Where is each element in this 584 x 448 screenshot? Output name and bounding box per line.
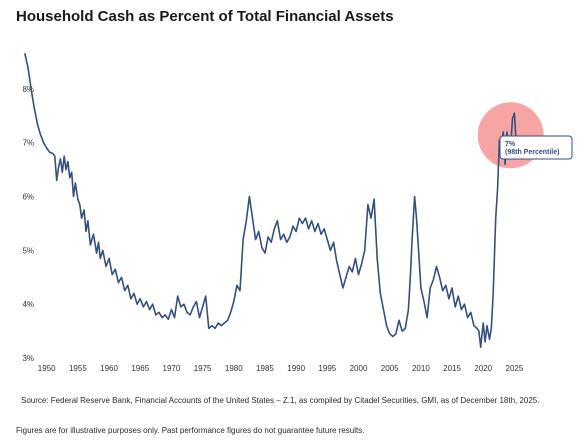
x-tick-label: 2000 (350, 364, 368, 373)
y-tick-label: 7% (22, 139, 34, 148)
y-axis-ticks: 3% 4% 5% 6% 7% 8% (22, 85, 34, 363)
x-tick-label: 2025 (506, 364, 524, 373)
x-axis-ticks: 1950 1955 1960 1965 1970 1975 1980 1985 1990 1995… (38, 364, 524, 373)
x-tick-label: 2010 (412, 364, 430, 373)
y-tick-label: 6% (22, 193, 34, 202)
x-tick-label: 1995 (318, 364, 336, 373)
y-tick-label: 8% (22, 85, 34, 94)
y-tick-label: 4% (22, 300, 34, 309)
annotation-box (499, 135, 573, 160)
x-tick-label: 2020 (474, 364, 492, 373)
x-tick-label: 1955 (69, 364, 87, 373)
x-tick-label: 1990 (287, 364, 305, 373)
annotation-callout: 7% (98th Percentile) (499, 135, 573, 160)
x-tick-label: 1985 (256, 364, 274, 373)
disclaimer-note: Figures are for illustrative purposes on… (16, 426, 365, 435)
x-tick-label: 2015 (443, 364, 461, 373)
series-line (24, 53, 519, 348)
x-tick-label: 2005 (381, 364, 399, 373)
x-tick-label: 1960 (100, 364, 118, 373)
y-tick-label: 5% (22, 246, 34, 255)
x-tick-label: 1980 (225, 364, 243, 373)
x-tick-label: 1975 (194, 364, 212, 373)
annotation-value-label: 7% (505, 141, 516, 148)
y-tick-label: 3% (22, 354, 34, 363)
x-tick-label: 1965 (131, 364, 149, 373)
x-tick-label: 1970 (163, 364, 181, 373)
annotation-percentile-label: (98th Percentile) (505, 149, 559, 156)
x-tick-label: 1950 (38, 364, 56, 373)
chart-title: Household Cash as Percent of Total Finan… (16, 8, 394, 25)
source-note: Source: Federal Reserve Bank, Financial … (21, 396, 540, 405)
